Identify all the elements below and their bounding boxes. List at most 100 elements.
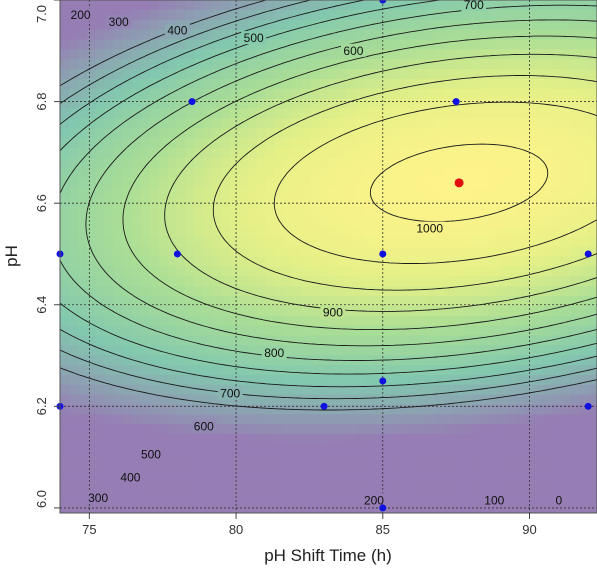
surface-cell xyxy=(525,374,535,386)
surface-cell xyxy=(400,9,410,21)
surface-cell xyxy=(507,434,518,445)
surface-cell xyxy=(310,315,321,327)
surface-cell xyxy=(391,384,401,396)
surface-cell xyxy=(400,345,410,356)
contour-line xyxy=(60,4,597,361)
surface-cell xyxy=(588,0,597,11)
surface-cell xyxy=(221,246,231,258)
surface-cell xyxy=(319,157,330,169)
surface-cell xyxy=(570,286,580,297)
surface-cell xyxy=(185,118,195,129)
surface-cell xyxy=(158,256,168,267)
surface-cell xyxy=(498,276,509,287)
surface-cell xyxy=(140,246,151,258)
surface-cell xyxy=(167,404,177,415)
surface-cell xyxy=(400,118,410,129)
surface-cell xyxy=(239,345,249,356)
surface-cell xyxy=(507,29,518,41)
surface-cell xyxy=(516,414,526,425)
surface-cell xyxy=(579,88,589,100)
surface-cell xyxy=(525,187,535,198)
surface-cell xyxy=(60,345,70,356)
surface-cell xyxy=(203,404,213,415)
surface-cell xyxy=(149,345,160,356)
surface-cell xyxy=(426,147,437,159)
surface-cell xyxy=(391,246,401,258)
surface-cell xyxy=(77,29,88,41)
surface-cell xyxy=(77,88,88,100)
surface-cell xyxy=(444,315,455,327)
surface-cell xyxy=(122,365,133,376)
surface-cell xyxy=(283,59,294,70)
surface-cell xyxy=(480,147,491,159)
surface-cell xyxy=(418,453,428,465)
surface-cell xyxy=(131,345,142,356)
surface-cell xyxy=(480,226,491,238)
surface-cell xyxy=(373,286,383,297)
surface-cell xyxy=(534,365,544,376)
surface-cell xyxy=(95,207,106,218)
surface-cell xyxy=(60,157,70,169)
surface-cell xyxy=(328,286,339,297)
surface-cell xyxy=(194,39,204,50)
surface-cell xyxy=(86,128,97,139)
surface-cell xyxy=(426,197,437,208)
surface-cell xyxy=(256,276,267,287)
surface-cell xyxy=(435,147,446,159)
surface-cell xyxy=(373,197,383,208)
surface-cell xyxy=(355,266,365,277)
surface-cell xyxy=(301,59,312,70)
surface-cell xyxy=(194,365,204,376)
surface-cell xyxy=(310,59,321,70)
surface-cell xyxy=(364,384,374,396)
surface-cell xyxy=(221,187,231,198)
surface-cell xyxy=(534,147,544,159)
surface-cell xyxy=(453,256,464,267)
surface-cell xyxy=(203,187,213,198)
surface-cell xyxy=(310,286,321,297)
surface-cell xyxy=(552,305,562,317)
surface-cell xyxy=(489,59,500,70)
surface-cell xyxy=(328,335,339,346)
surface-cell xyxy=(60,414,70,425)
surface-cell xyxy=(113,305,124,317)
surface-cell xyxy=(453,483,464,494)
surface-cell xyxy=(382,453,392,465)
surface-cell xyxy=(534,276,544,287)
surface-cell xyxy=(588,443,597,455)
surface-cell xyxy=(113,138,124,149)
surface-cell xyxy=(310,503,321,513)
surface-cell xyxy=(265,9,276,21)
surface-cell xyxy=(391,365,401,376)
surface-cell xyxy=(337,147,347,159)
surface-cell xyxy=(77,256,88,267)
surface-cell xyxy=(489,39,500,50)
surface-cell xyxy=(561,305,571,317)
surface-cell xyxy=(149,29,160,41)
surface-cell xyxy=(230,256,240,267)
surface-cell xyxy=(131,315,142,327)
surface-cell xyxy=(489,29,500,41)
surface-cell xyxy=(185,305,195,317)
surface-cell xyxy=(409,9,419,21)
surface-cell xyxy=(104,98,115,110)
surface-cell xyxy=(355,98,365,110)
surface-cell xyxy=(301,19,312,31)
surface-cell xyxy=(256,424,267,435)
surface-cell xyxy=(239,266,249,277)
surface-cell xyxy=(525,157,535,169)
surface-cell xyxy=(265,434,276,445)
surface-cell xyxy=(561,266,571,277)
surface-cell xyxy=(104,78,115,90)
surface-cell xyxy=(274,78,285,90)
surface-cell xyxy=(265,147,276,159)
surface-cell xyxy=(364,0,374,11)
surface-cell xyxy=(283,394,294,406)
surface-cell xyxy=(140,325,151,337)
surface-cell xyxy=(418,266,428,277)
surface-cell xyxy=(507,39,518,50)
surface-cell xyxy=(104,29,115,41)
surface-cell xyxy=(95,463,106,475)
surface-cell xyxy=(158,118,168,129)
surface-cell xyxy=(68,404,79,415)
